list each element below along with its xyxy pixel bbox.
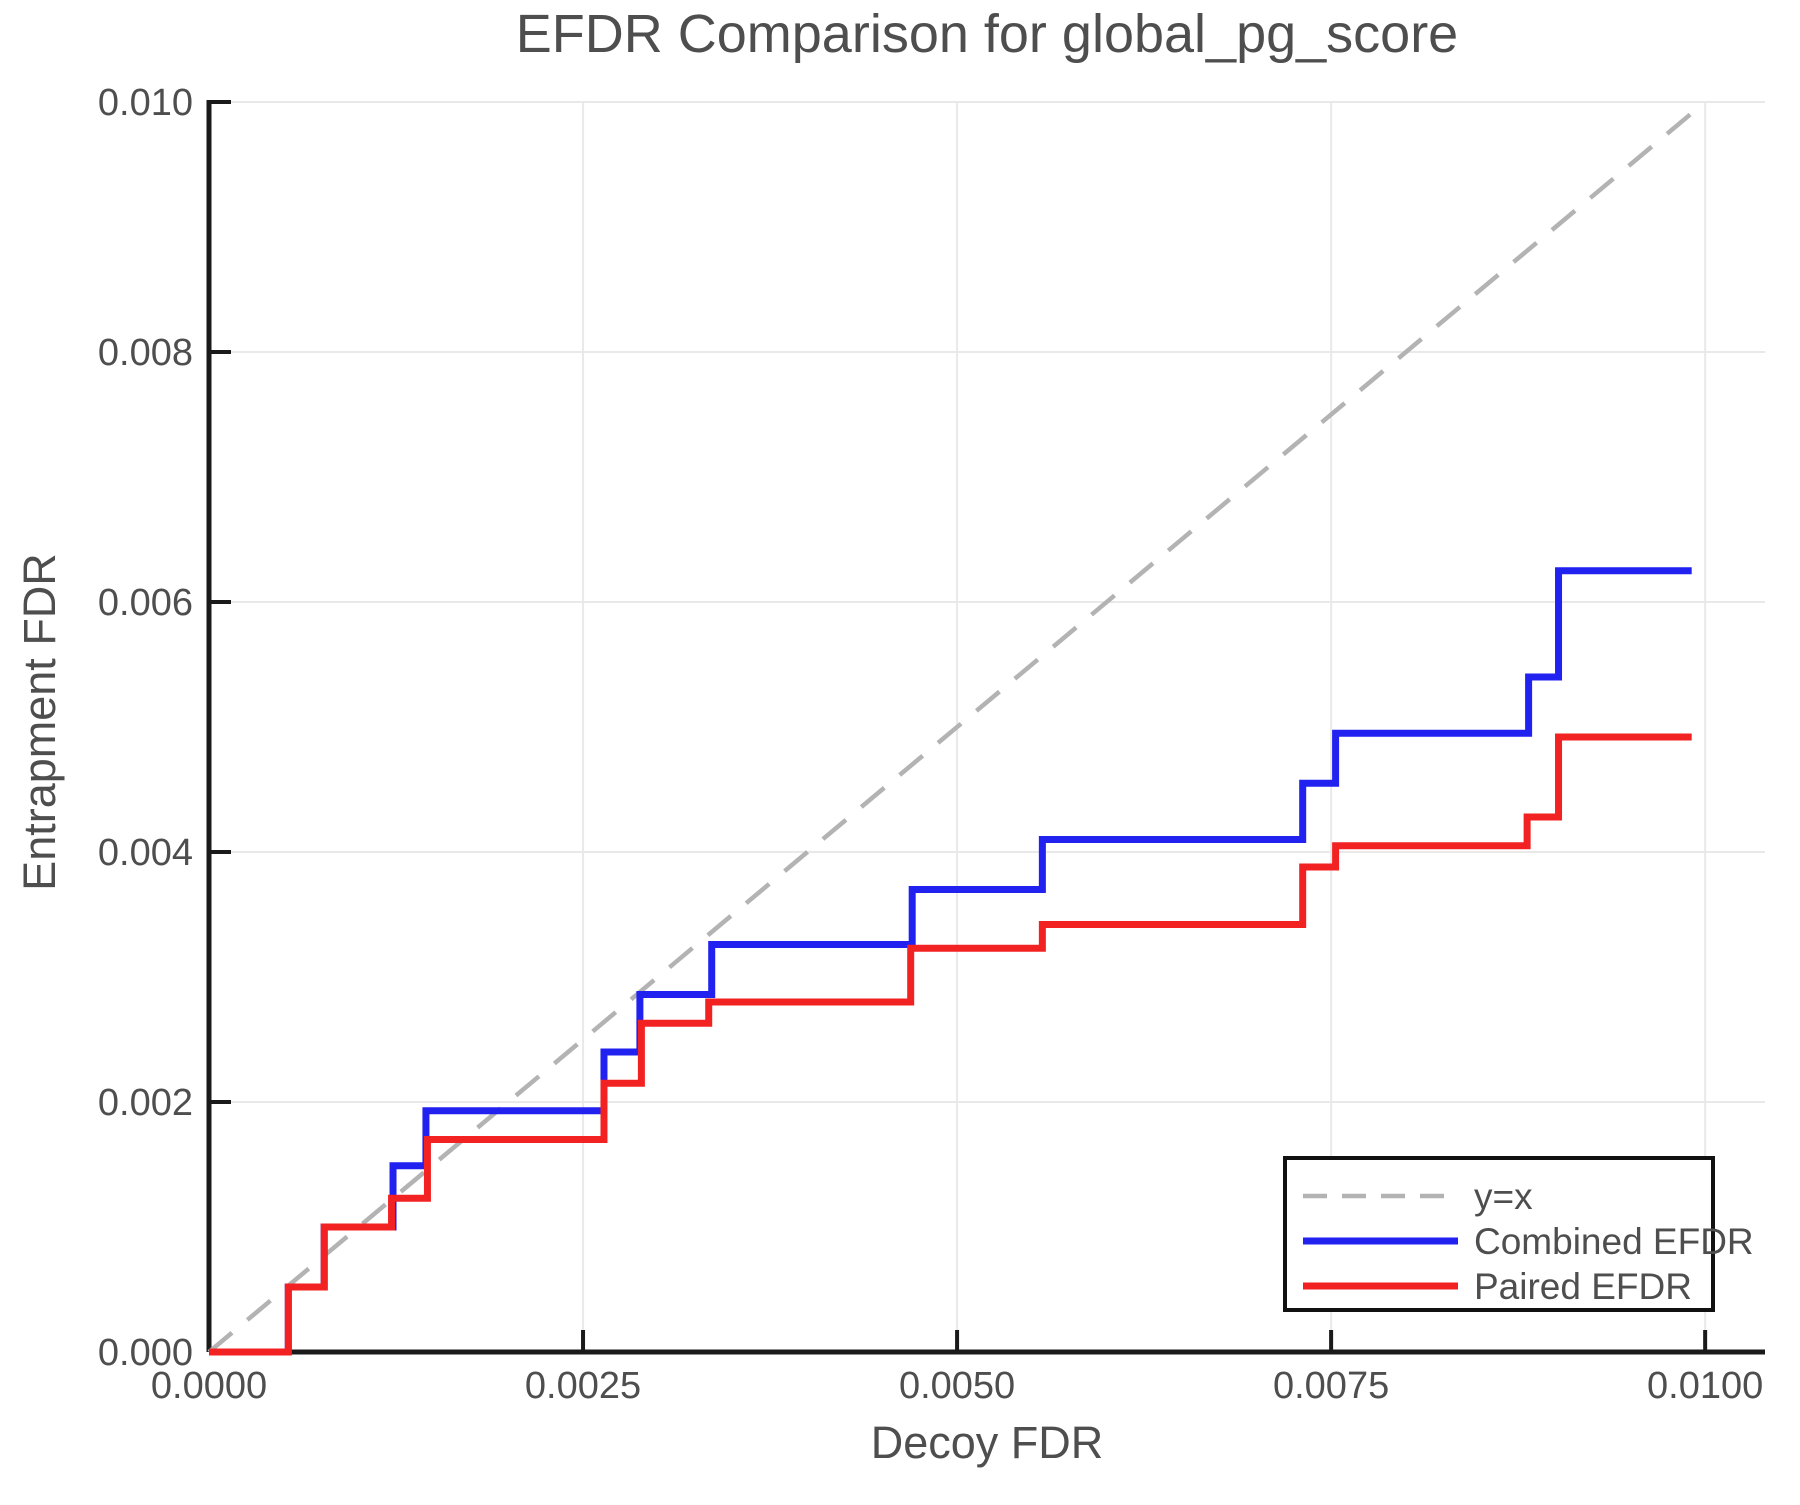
x-tick-label: 0.0025 (525, 1365, 641, 1407)
legend-item-reference: y=x (1303, 1176, 1533, 1217)
tick-labels: 0.0000 0.0025 0.0050 0.0075 0.0100 0.000 0.002… (98, 82, 1763, 1407)
legend-item-paired: Paired EFDR (1303, 1266, 1692, 1307)
y-tick-label: 0.000 (98, 1332, 193, 1374)
x-tick-label: 0.0050 (899, 1365, 1015, 1407)
plot-lines (207, 100, 1707, 1356)
y-axis-label: Entrapment FDR (14, 553, 65, 891)
x-axis-label: Decoy FDR (871, 1417, 1104, 1468)
y-tick-label: 0.006 (98, 582, 193, 624)
y-tick-label: 0.004 (98, 832, 193, 874)
legend-item-combined: Combined EFDR (1303, 1221, 1754, 1262)
legend-label-paired: Paired EFDR (1474, 1266, 1692, 1307)
chart-title: EFDR Comparison for global_pg_score (516, 4, 1458, 64)
legend-label-combined: Combined EFDR (1474, 1221, 1754, 1262)
legend: y=x Combined EFDR Paired EFDR (1283, 1156, 1754, 1312)
series-paired-efdr (209, 733, 1692, 1356)
x-tick-label: 0.0100 (1647, 1365, 1763, 1407)
legend-label-yx: y=x (1474, 1176, 1533, 1217)
reference-line-y-equals-x (207, 100, 1707, 1354)
y-tick-label: 0.002 (98, 1082, 193, 1124)
y-tick-label: 0.008 (98, 332, 193, 374)
x-tick-label: 0.0075 (1273, 1365, 1389, 1407)
x-tick-label: 0.0000 (151, 1365, 267, 1407)
y-tick-label: 0.010 (98, 82, 193, 124)
